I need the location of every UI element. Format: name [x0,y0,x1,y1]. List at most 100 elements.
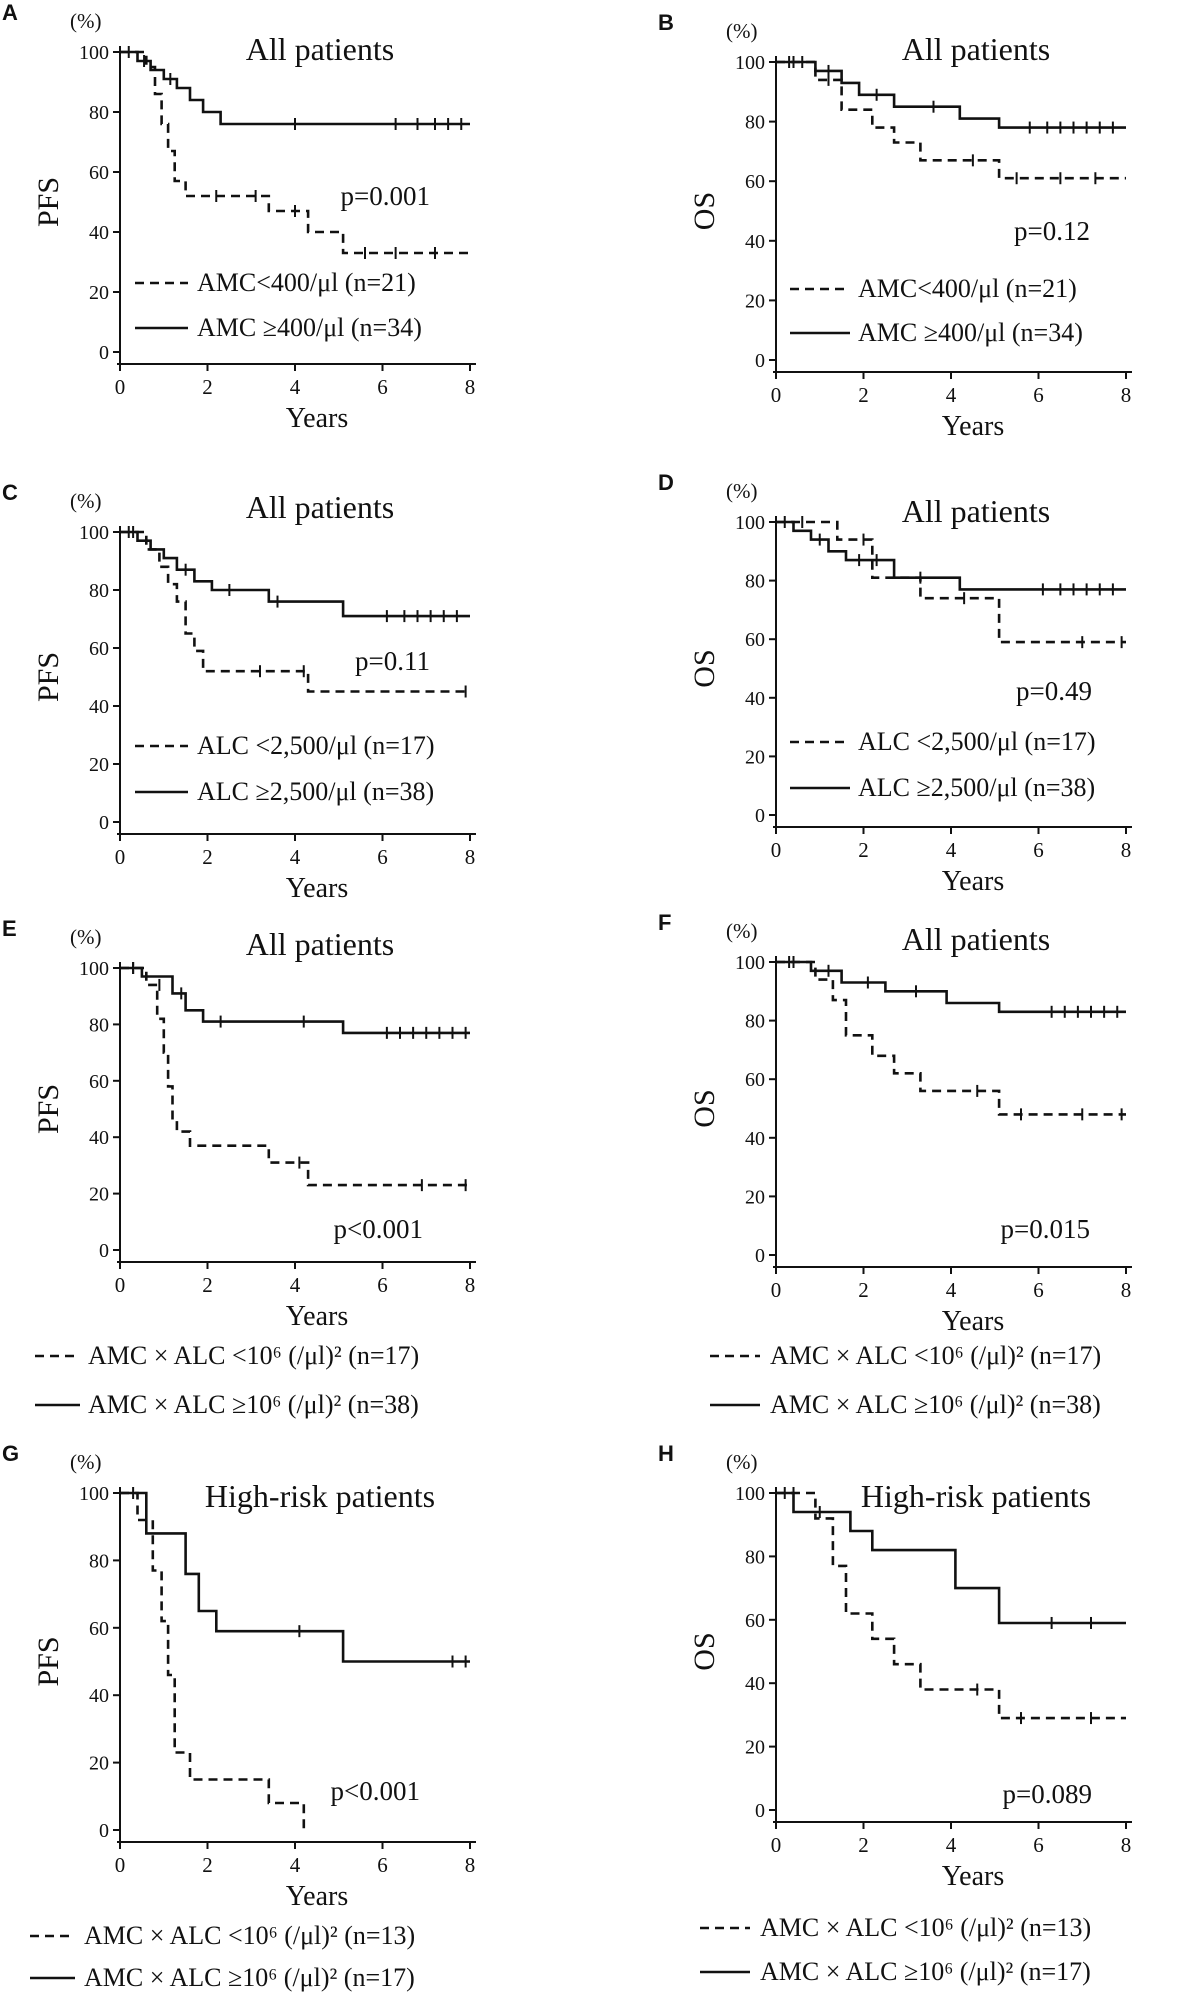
legend-label-solid-g: AMC × ALC ≥10⁶ (/μl)² (n=17) [84,1963,415,1992]
y-tick-label-e: 20 [89,1184,109,1206]
legend-label-dashed-h: AMC × ALC <10⁶ (/μl)² (n=13) [760,1913,1091,1942]
legend-label-dashed-d: ALC <2,500/μl (n=17) [858,727,1096,756]
solid-km-curve-c [120,530,470,618]
panel-letter-d: D [658,470,674,495]
y-axis-title-d: OS [688,649,721,687]
y-tick-label-f: 0 [755,1245,765,1267]
x-tick-label-g: 6 [377,1853,388,1877]
solid-km-curve-e [120,966,470,1035]
y-tick-label-g: 80 [89,1550,109,1572]
y-tick-label-c: 100 [79,522,109,544]
y-tick-label-b: 40 [745,231,765,253]
panel-title-d: All patients [902,493,1050,529]
y-axis-title-f: OS [688,1089,721,1127]
x-tick-label-a: 6 [377,375,388,399]
panel-letter-b: B [658,10,674,35]
x-tick-label-f: 0 [771,1278,782,1302]
x-tick-label-c: 6 [377,845,388,869]
solid-km-curve-g [120,1491,470,1663]
x-tick-label-g: 8 [465,1853,476,1877]
legend-label-solid-f: AMC × ALC ≥10⁶ (/μl)² (n=38) [770,1390,1101,1419]
x-tick-label-d: 2 [858,838,869,862]
y-tick-label-f: 80 [745,1011,765,1033]
x-tick-label-d: 8 [1121,838,1132,862]
y-axis-title-b: OS [688,192,721,230]
x-tick-label-e: 4 [290,1273,301,1297]
x-tick-label-d: 4 [946,838,957,862]
y-tick-label-f: 100 [735,952,765,974]
x-tick-label-d: 6 [1033,838,1044,862]
x-tick-label-c: 4 [290,845,301,869]
x-axis-title-h: Years [942,1861,1005,1892]
y-axis-title-a: PFS [32,177,65,227]
x-tick-label-c: 2 [202,845,213,869]
y-tick-label-b: 100 [735,52,765,74]
y-tick-label-d: 40 [745,688,765,710]
x-tick-label-f: 4 [946,1278,957,1302]
y-axis-title-g: PFS [32,1636,65,1686]
x-tick-label-a: 4 [290,375,301,399]
dashed-km-curve-e [120,966,470,1187]
y-tick-label-c: 20 [89,754,109,776]
legend-label-dashed-b: AMC<400/μl (n=21) [858,274,1077,303]
y-tick-label-a: 0 [99,342,109,364]
percent-label-g: (%) [70,1450,101,1474]
x-tick-label-e: 2 [202,1273,213,1297]
panel-letter-f: F [658,910,671,935]
percent-label-f: (%) [726,919,757,943]
x-tick-label-b: 0 [771,383,782,407]
dashed-km-curve-h [776,1491,1126,1720]
p-value-d: p=0.49 [1016,676,1092,706]
x-tick-label-a: 8 [465,375,476,399]
y-axis-title-c: PFS [32,652,65,702]
y-tick-label-a: 40 [89,222,109,244]
x-axis-title-e: Years [286,1301,349,1332]
y-tick-label-d: 100 [735,512,765,534]
legend-label-solid-b: AMC ≥400/μl (n=34) [858,318,1083,347]
panel-letter-c: C [2,480,18,505]
panel-title-f: All patients [902,921,1050,957]
x-axis-title-b: Years [942,411,1005,442]
percent-label-e: (%) [70,925,101,949]
legend-label-dashed-e: AMC × ALC <10⁶ (/μl)² (n=17) [88,1341,419,1370]
y-tick-label-f: 40 [745,1128,765,1150]
x-axis-title-g: Years [286,1881,349,1912]
x-axis-title-c: Years [286,873,349,904]
percent-label-h: (%) [726,1450,757,1474]
y-tick-label-d: 20 [745,746,765,768]
p-value-c: p=0.11 [355,646,430,676]
y-tick-label-d: 0 [755,805,765,827]
x-axis-title-a: Years [286,403,349,434]
percent-label-d: (%) [726,479,757,503]
x-tick-label-e: 0 [115,1273,126,1297]
x-tick-label-c: 0 [115,845,126,869]
y-axis-title-h: OS [688,1632,721,1670]
y-tick-label-d: 80 [745,571,765,593]
x-tick-label-e: 6 [377,1273,388,1297]
y-tick-label-a: 20 [89,282,109,304]
panel-letter-a: A [2,0,18,25]
dashed-km-curve-a [120,50,470,255]
solid-km-curve-h [776,1491,1126,1625]
y-tick-label-h: 100 [735,1483,765,1505]
x-tick-label-f: 2 [858,1278,869,1302]
x-tick-label-a: 0 [115,375,126,399]
y-tick-label-g: 40 [89,1685,109,1707]
panel-letter-g: G [2,1441,19,1466]
x-tick-label-g: 4 [290,1853,301,1877]
x-tick-label-b: 8 [1121,383,1132,407]
y-tick-label-e: 60 [89,1071,109,1093]
y-tick-label-g: 20 [89,1753,109,1775]
legend-label-dashed-c: ALC <2,500/μl (n=17) [197,731,435,760]
p-value-f: p=0.015 [1001,1214,1090,1244]
dashed-km-curve-d [776,520,1126,644]
x-tick-label-h: 8 [1121,1833,1132,1857]
panel-title-e: All patients [246,926,394,962]
dashed-km-curve-b [776,60,1126,180]
panel-title-a: All patients [246,31,394,67]
y-tick-label-e: 0 [99,1240,109,1262]
panel-title-h: High-risk patients [861,1478,1091,1514]
x-tick-label-b: 6 [1033,383,1044,407]
y-tick-label-b: 60 [745,171,765,193]
